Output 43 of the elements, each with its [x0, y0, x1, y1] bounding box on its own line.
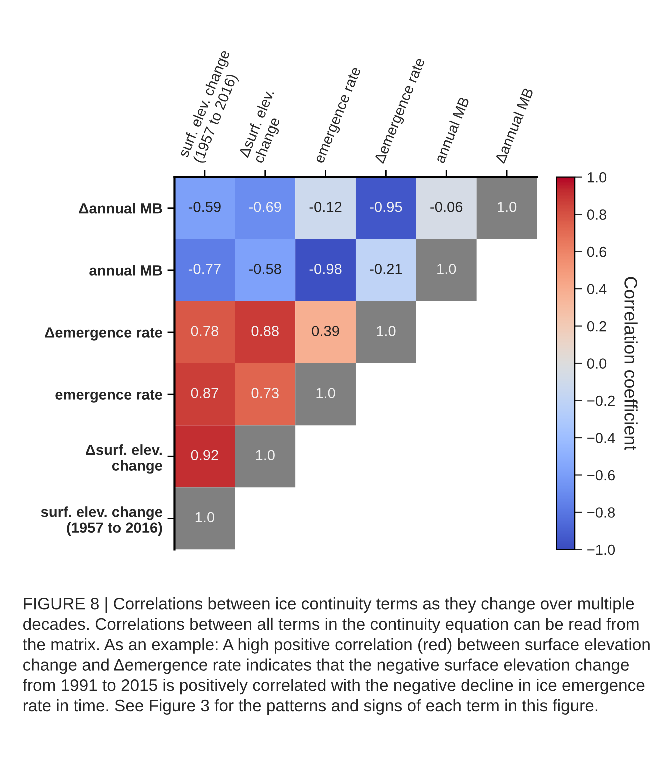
y-tick-label: emergence rate [56, 390, 162, 403]
data-label: -0.98 [310, 264, 342, 274]
color-bar-label: −0.2 [588, 396, 615, 406]
text: 1.0 [377, 326, 396, 336]
data-label: -0.59 [188, 202, 221, 212]
color-bar-label: −0.8 [588, 508, 616, 518]
data-label: -0.69 [249, 202, 282, 212]
data-label: -0.12 [310, 202, 342, 212]
color-bar-title: Correlation coefficient [624, 277, 638, 451]
data-label: 0.92 [191, 450, 218, 461]
y-tick-label: Δannual MB [79, 203, 162, 214]
text: 1.0 [316, 388, 336, 398]
data-label: 0.39 [312, 326, 340, 336]
text: 1.0 [256, 450, 275, 461]
data-label: 0.87 [191, 388, 218, 398]
data-label: -0.77 [188, 264, 221, 274]
color-bar-label: −0.4 [588, 433, 616, 444]
data-label: 0.78 [191, 326, 219, 336]
color-bar-label: 0.4 [587, 284, 607, 294]
text: 1.0 [196, 512, 215, 523]
data-label: 0.73 [252, 388, 279, 398]
y-tick-label: surf. elev. change (1957 to 2016) [41, 506, 162, 536]
data-label: -0.58 [249, 264, 282, 274]
color-bar-label: −1.0 [588, 544, 616, 556]
text: 1.0 [498, 202, 517, 212]
color-bar-label: 0.0 [587, 358, 607, 369]
text: 1.0 [438, 264, 456, 274]
y-tick-label: annual MB [90, 265, 162, 276]
color-bar-label: 0.8 [587, 210, 607, 220]
data-label: -0.06 [430, 202, 463, 212]
color-bar-label: 1.0 [588, 172, 607, 183]
data-label: -0.21 [370, 264, 402, 274]
caption: FIGURE 8 | Correlations between ice continuity terms as they change over multiple decades. Correlations between all terms in the continuity equation can be read from the matrix. As an example: A high positive correlation (red) between surface elevation change and Δemergence rate indicates that the negative surface elevation change from 1991 to 2015 is positively correlated with the negative decline in ice emergence rate in time. See Figure 3 for the patterns and signs of each term in this figure. [23, 598, 650, 715]
x-tick-label: surf. elev. change (1957 to 2016) [178, 49, 240, 165]
color-bar-label: 0.2 [587, 321, 606, 332]
color-bar-label: −0.6 [588, 470, 616, 481]
x-tick-label: Δsurf. elev. change [238, 89, 284, 165]
x-tick-label: annual MB [434, 96, 470, 164]
color-bar-label: 0.6 [587, 246, 606, 258]
data-label: -0.95 [370, 202, 402, 212]
y-tick-label: Δemergence rate [45, 328, 162, 341]
data-label: 0.88 [252, 326, 279, 336]
y-tick-label: Δsurf. elev. change [86, 444, 162, 474]
